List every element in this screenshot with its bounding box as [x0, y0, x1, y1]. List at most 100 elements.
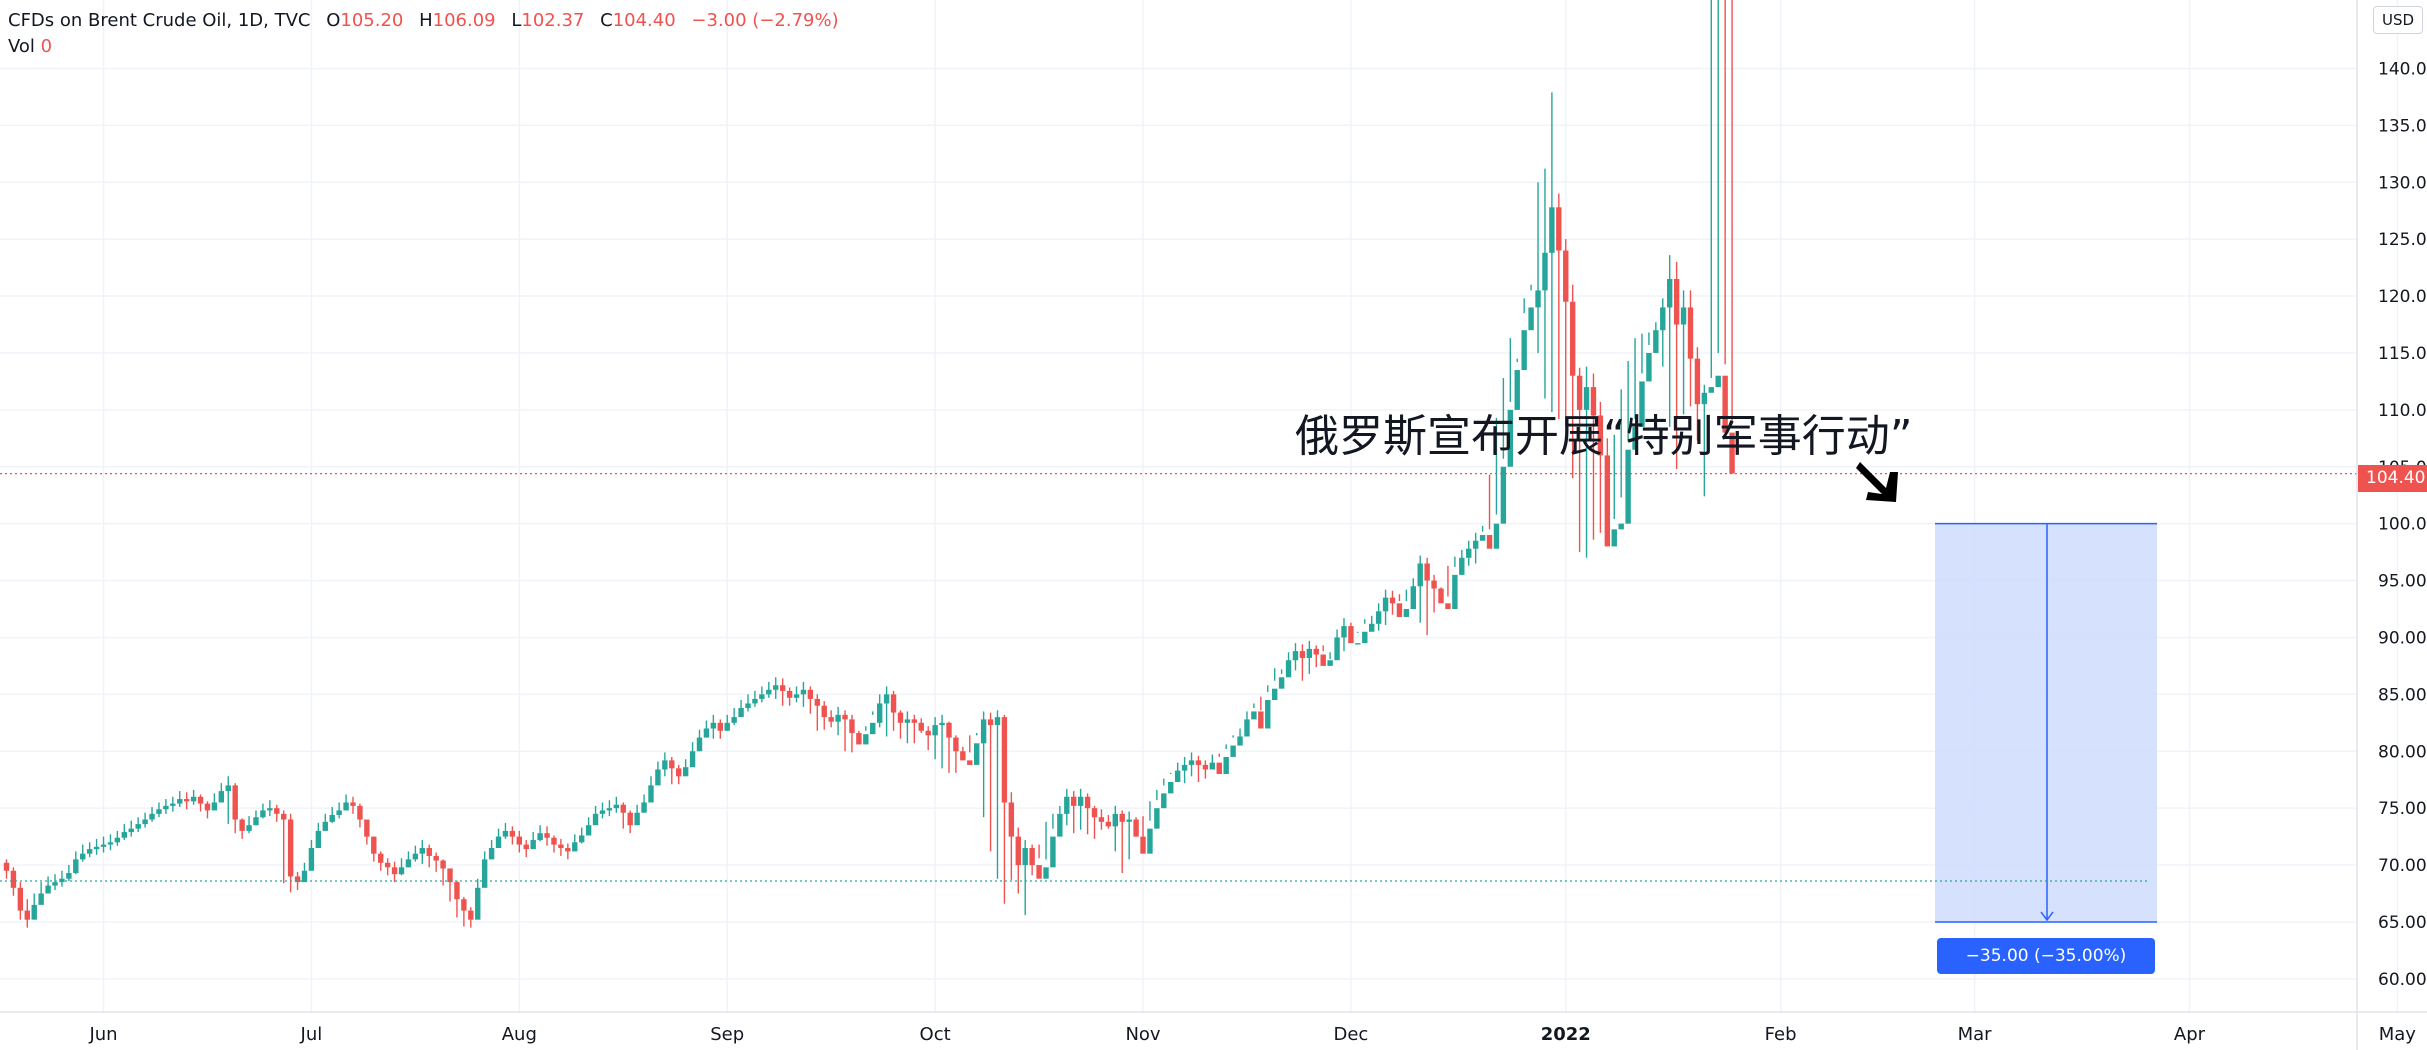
candle-up: [475, 878, 481, 920]
candle-down: [1202, 760, 1209, 779]
candle-up: [481, 851, 488, 888]
candle-down: [1195, 755, 1202, 782]
candle-down: [1084, 793, 1091, 835]
candle-down: [1438, 587, 1444, 604]
candle-up: [1452, 556, 1458, 610]
volume-label[interactable]: Vol: [8, 36, 35, 57]
time-tick-label: Oct: [920, 1024, 951, 1045]
candle-up: [1112, 805, 1118, 852]
change-value: −3.00 (−2.79%): [691, 10, 839, 31]
candle-up: [177, 791, 183, 808]
candle-down: [897, 710, 904, 739]
close-label: C: [600, 10, 613, 31]
candle-down: [204, 801, 211, 819]
arrow-icon: [1856, 462, 1898, 502]
candle-down: [925, 726, 931, 751]
price-tick-label: 110.00: [2378, 401, 2427, 421]
candle-up: [170, 796, 176, 812]
candle-up: [863, 726, 869, 745]
candle-up: [1334, 629, 1340, 661]
candle-up: [1077, 788, 1084, 830]
measure-label: −35.00 (−35.00%) −3500: [1937, 938, 2155, 1002]
candle-down: [281, 810, 287, 884]
candle-down: [987, 712, 994, 852]
candle-down: [1722, 0, 1728, 433]
candle-down: [1604, 438, 1611, 547]
candle-up: [710, 714, 717, 739]
candle-up: [876, 694, 883, 728]
candle-up: [135, 817, 141, 833]
candle-up: [662, 752, 668, 777]
candle-up: [1625, 360, 1631, 524]
candle-up: [1459, 549, 1465, 575]
candle-up: [1154, 789, 1160, 829]
event-annotation[interactable]: 俄罗斯宣布开展“特别军事行动”: [1295, 411, 1913, 462]
price-range-measure[interactable]: [1935, 522, 2157, 923]
candle-down: [3, 859, 10, 879]
candle-down: [1563, 239, 1569, 427]
price-tick-label: 80.00: [2378, 742, 2427, 762]
candle-up: [655, 761, 661, 786]
candle-down: [378, 851, 384, 871]
candle-up: [703, 720, 710, 738]
time-axis[interactable]: Jun Jul Aug Sep Oct Nov Dec 2022 Feb Mar Apr May: [0, 1011, 2427, 1045]
candle-down: [1105, 814, 1112, 829]
price-tick-label: 135.00: [2378, 116, 2427, 136]
ohlc-line: CFDs on Brent Crude Oil, 1D, TVC O105.20…: [8, 8, 839, 34]
candle-up: [1639, 333, 1645, 427]
price-tick-label: 85.00: [2378, 685, 2427, 705]
candle-up: [398, 858, 405, 876]
candle-down: [274, 804, 280, 822]
candle-up: [419, 840, 425, 864]
candle-up: [45, 876, 51, 894]
candle-up: [939, 714, 945, 769]
candle-up: [1064, 788, 1070, 826]
time-tick-label: Sep: [710, 1024, 744, 1045]
candle-up: [648, 776, 654, 803]
candle-down: [960, 746, 966, 761]
time-tick-label: 2022: [1541, 1024, 1591, 1045]
candle-down: [565, 843, 571, 860]
price-tick-label: 100.00: [2378, 515, 2427, 535]
currency-button[interactable]: USD: [2373, 6, 2423, 34]
candle-up: [1327, 652, 1333, 666]
candle-down: [1216, 753, 1222, 775]
price-axis[interactable]: 60.00 65.00 70.00 75.00 80.00 85.00 90.00 95.00…: [2356, 0, 2427, 1050]
candle-down: [676, 764, 682, 785]
candle-up: [1618, 389, 1624, 530]
candle-down: [627, 810, 633, 834]
candle-up: [253, 810, 259, 826]
candle-up: [80, 844, 86, 862]
price-tick-label: 125.00: [2378, 230, 2427, 250]
candle-down: [24, 899, 30, 928]
candle-down: [468, 907, 474, 928]
candle-up: [329, 807, 335, 823]
reference-lines: [0, 472, 2357, 882]
candle-up: [641, 794, 647, 813]
measure-box[interactable]: [1935, 523, 2157, 922]
candle-down: [1091, 805, 1098, 839]
candle-down: [371, 836, 377, 862]
candle-down: [10, 867, 17, 896]
candle-up: [1188, 752, 1195, 777]
candle-down: [1299, 644, 1306, 681]
symbol-title[interactable]: CFDs on Brent Crude Oil, 1D, TVC: [8, 10, 311, 31]
candle-up: [211, 793, 218, 811]
candle-up: [315, 822, 322, 848]
candle-down: [1486, 474, 1493, 549]
open-label: O: [326, 10, 341, 31]
candle-down: [620, 802, 626, 829]
price-tick-label: 130.00: [2378, 173, 2427, 193]
candle-down: [779, 678, 786, 706]
candle-up: [1369, 615, 1375, 632]
candle-down: [890, 690, 897, 731]
candle-up: [1708, 0, 1714, 393]
candle-down: [842, 710, 848, 752]
candle-up: [142, 812, 148, 828]
candle-down: [1071, 791, 1077, 834]
candle-up: [537, 825, 543, 842]
candle-up: [1278, 669, 1285, 689]
candle-down: [232, 783, 238, 834]
candle-down: [523, 840, 529, 858]
